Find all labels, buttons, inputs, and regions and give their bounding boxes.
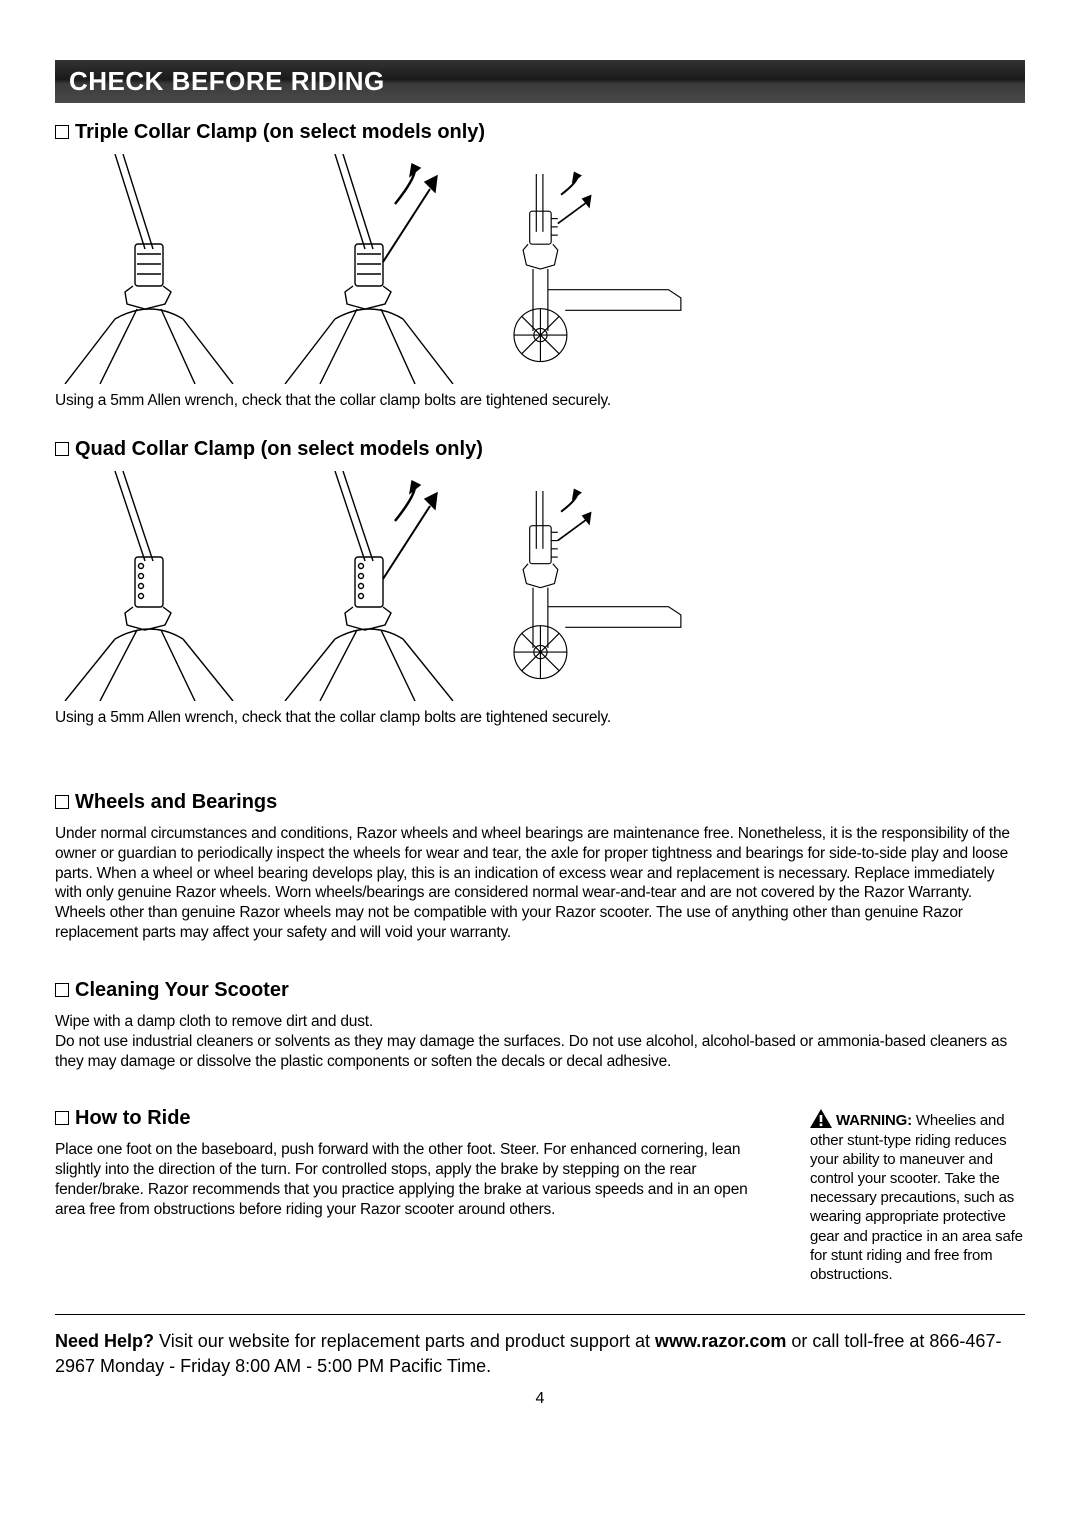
section-title-triple: Triple Collar Clamp (on select models on… <box>55 121 1025 144</box>
triple-diagram-2 <box>275 154 465 384</box>
footer-rule <box>55 1314 1025 1315</box>
howto-body: Place one foot on the baseboard, push fo… <box>55 1140 780 1219</box>
warning-text: Wheelies and other stunt-type riding red… <box>810 1112 1023 1283</box>
page-number: 4 <box>55 1390 1025 1408</box>
quad-diagram-3 <box>495 471 685 701</box>
section-title-quad: Quad Collar Clamp (on select models only… <box>55 438 1025 461</box>
footer-needhelp: Need Help? <box>55 1331 154 1351</box>
quad-diagram-2 <box>275 471 465 701</box>
cleaning-body: Wipe with a damp cloth to remove dirt an… <box>55 1012 1025 1071</box>
header-bar: CHECK BEFORE RIDING <box>55 60 1025 103</box>
howto-row: How to Ride Place one foot on the basebo… <box>55 1107 1025 1284</box>
triple-title-text: Triple Collar Clamp (on select models on… <box>75 121 485 143</box>
checkbox-icon <box>55 442 69 456</box>
checkbox-icon <box>55 983 69 997</box>
quad-caption: Using a 5mm Allen wrench, check that the… <box>55 709 1025 727</box>
section-title-cleaning: Cleaning Your Scooter <box>55 979 1025 1002</box>
cleaning-line1: Wipe with a damp cloth to remove dirt an… <box>55 1013 373 1030</box>
triple-caption: Using a 5mm Allen wrench, check that the… <box>55 392 1025 410</box>
quad-diagram-1 <box>55 471 245 701</box>
warning-label: WARNING: <box>836 1112 912 1129</box>
howto-main: How to Ride Place one foot on the basebo… <box>55 1107 780 1219</box>
wheels-title-text: Wheels and Bearings <box>75 791 277 813</box>
triple-diagrams <box>55 154 1025 384</box>
cleaning-line2: Do not use industrial cleaners or solven… <box>55 1033 1007 1070</box>
section-title-wheels: Wheels and Bearings <box>55 791 1025 814</box>
footer-mid1: Visit our website for replacement parts … <box>154 1331 655 1351</box>
quad-title-text: Quad Collar Clamp (on select models only… <box>75 438 483 460</box>
footer-url: www.razor.com <box>655 1331 786 1351</box>
checkbox-icon <box>55 795 69 809</box>
triple-diagram-1 <box>55 154 245 384</box>
warning-box: WARNING: Wheelies and other stunt-type r… <box>810 1109 1025 1284</box>
triple-diagram-3 <box>495 154 685 384</box>
wheels-body: Under normal circumstances and condition… <box>55 824 1025 943</box>
section-title-howto: How to Ride <box>55 1107 780 1130</box>
quad-diagrams <box>55 471 1025 701</box>
checkbox-icon <box>55 125 69 139</box>
howto-title-text: How to Ride <box>75 1107 191 1129</box>
cleaning-title-text: Cleaning Your Scooter <box>75 979 289 1001</box>
warning-triangle-icon <box>810 1109 832 1128</box>
footer: Need Help? Visit our website for replace… <box>55 1329 1025 1379</box>
checkbox-icon <box>55 1111 69 1125</box>
